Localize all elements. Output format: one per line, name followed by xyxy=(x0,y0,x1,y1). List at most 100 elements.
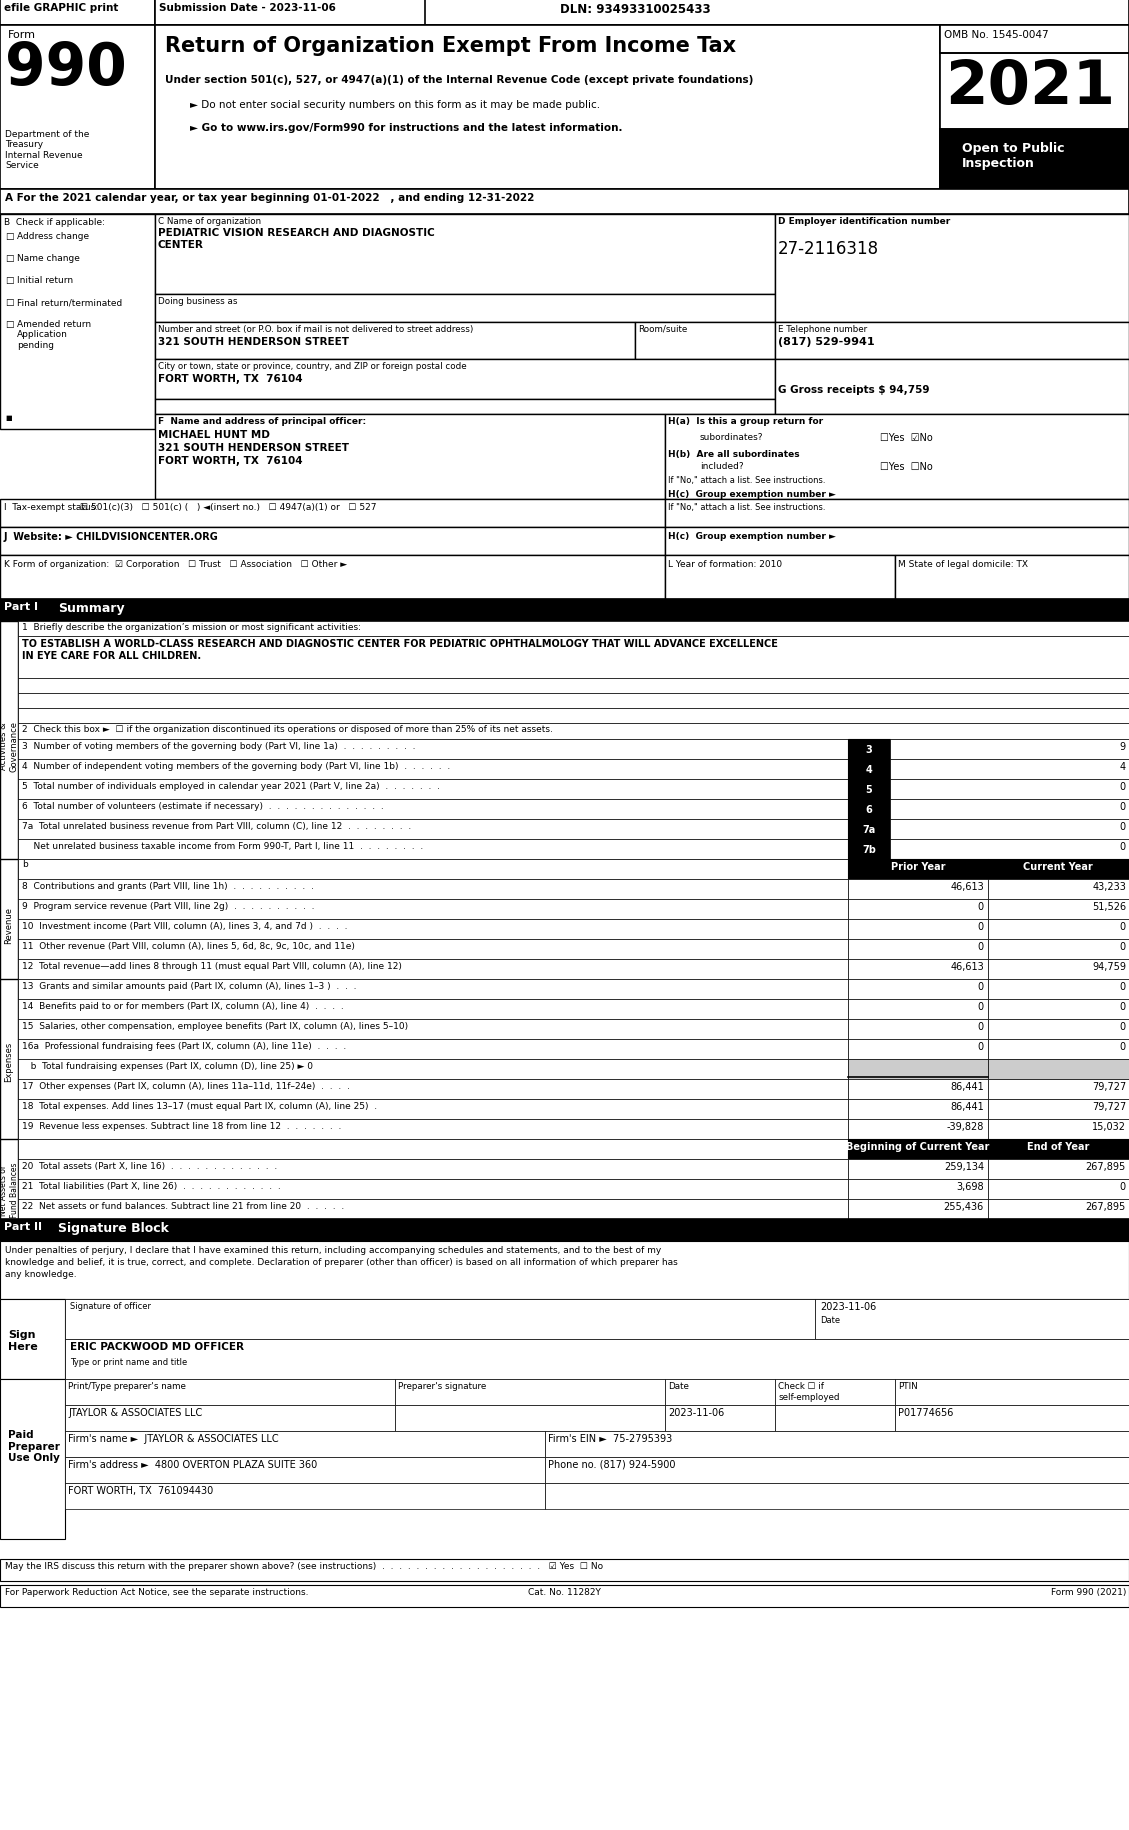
Bar xyxy=(65,1380,395,1405)
Bar xyxy=(18,1179,848,1199)
Text: 15,032: 15,032 xyxy=(1092,1122,1126,1131)
Bar xyxy=(18,900,848,919)
Text: 0: 0 xyxy=(1120,781,1126,792)
Bar xyxy=(988,1199,1129,1219)
Bar xyxy=(848,1120,988,1140)
Text: FORT WORTH, TX  76104: FORT WORTH, TX 76104 xyxy=(158,373,303,384)
Text: 255,436: 255,436 xyxy=(944,1200,984,1211)
Text: J  Website: ► CHILDVISIONCENTER.ORG: J Website: ► CHILDVISIONCENTER.ORG xyxy=(5,533,219,542)
Bar xyxy=(988,1060,1129,1080)
Text: 27-2116318: 27-2116318 xyxy=(778,240,879,258)
Text: 0: 0 xyxy=(1120,1041,1126,1052)
Bar xyxy=(848,919,988,939)
Bar xyxy=(988,939,1129,959)
Bar xyxy=(895,1405,1129,1431)
Text: F  Name and address of principal officer:: F Name and address of principal officer: xyxy=(158,417,366,426)
Text: 79,727: 79,727 xyxy=(1092,1102,1126,1111)
Bar xyxy=(18,999,848,1019)
Text: 0: 0 xyxy=(978,1041,984,1052)
Bar xyxy=(18,759,848,780)
Text: 20  Total assets (Part X, line 16)  .  .  .  .  .  .  .  .  .  .  .  .  .: 20 Total assets (Part X, line 16) . . . … xyxy=(21,1162,278,1171)
Bar xyxy=(0,860,18,990)
Bar xyxy=(665,1405,774,1431)
Bar xyxy=(18,637,1129,679)
Bar xyxy=(155,399,774,415)
Text: 86,441: 86,441 xyxy=(951,1082,984,1091)
Bar xyxy=(65,1299,815,1340)
Text: 79,727: 79,727 xyxy=(1092,1082,1126,1091)
Bar xyxy=(18,622,1129,637)
Text: 4: 4 xyxy=(866,765,873,774)
Text: 16a  Professional fundraising fees (Part IX, column (A), line 11e)  .  .  .  .: 16a Professional fundraising fees (Part … xyxy=(21,1041,347,1050)
Text: ERIC PACKWOOD MD OFFICER: ERIC PACKWOOD MD OFFICER xyxy=(70,1341,244,1351)
Bar xyxy=(0,1299,65,1380)
Bar xyxy=(545,1431,1129,1457)
Text: Date: Date xyxy=(820,1316,840,1325)
Text: P01774656: P01774656 xyxy=(898,1407,953,1416)
Text: FORT WORTH, TX  761094430: FORT WORTH, TX 761094430 xyxy=(68,1486,213,1495)
Text: Form: Form xyxy=(8,29,36,40)
Text: □: □ xyxy=(5,232,14,242)
Text: 321 SOUTH HENDERSON STREET: 321 SOUTH HENDERSON STREET xyxy=(158,443,349,452)
Bar xyxy=(848,820,890,840)
Bar xyxy=(848,979,988,999)
Bar xyxy=(155,214,774,295)
Bar xyxy=(545,1457,1129,1482)
Text: 2023-11-06: 2023-11-06 xyxy=(668,1407,724,1416)
Text: 0: 0 xyxy=(1120,1182,1126,1191)
Bar xyxy=(988,880,1129,900)
Text: For Paperwork Reduction Act Notice, see the separate instructions.: For Paperwork Reduction Act Notice, see … xyxy=(5,1587,308,1596)
Text: 19  Revenue less expenses. Subtract line 18 from line 12  .  .  .  .  .  .  .: 19 Revenue less expenses. Subtract line … xyxy=(21,1122,341,1131)
Text: May the IRS discuss this return with the preparer shown above? (see instructions: May the IRS discuss this return with the… xyxy=(5,1561,603,1570)
Text: 94,759: 94,759 xyxy=(1092,961,1126,972)
Text: 3: 3 xyxy=(866,745,873,754)
Bar xyxy=(848,1160,988,1179)
Text: Type or print name and title: Type or print name and title xyxy=(70,1358,187,1367)
Text: Submission Date - 2023-11-06: Submission Date - 2023-11-06 xyxy=(159,4,335,13)
Bar xyxy=(940,130,1129,190)
Text: self-employed: self-employed xyxy=(778,1393,840,1402)
Text: 0: 0 xyxy=(978,981,984,992)
Text: 0: 0 xyxy=(1120,1021,1126,1032)
Bar xyxy=(18,780,848,800)
Bar xyxy=(988,1160,1129,1179)
Bar xyxy=(848,900,988,919)
Bar xyxy=(848,1060,988,1080)
Bar xyxy=(18,1160,848,1179)
Text: MICHAEL HUNT MD: MICHAEL HUNT MD xyxy=(158,430,270,439)
Text: 0: 0 xyxy=(978,922,984,931)
Text: b  Total fundraising expenses (Part IX, column (D), line 25) ► 0: b Total fundraising expenses (Part IX, c… xyxy=(21,1061,313,1071)
Bar xyxy=(18,840,848,860)
Bar xyxy=(0,1140,18,1239)
Bar xyxy=(0,1380,65,1539)
Bar xyxy=(848,759,890,780)
Bar xyxy=(988,860,1129,880)
Text: 4: 4 xyxy=(1120,761,1126,772)
Bar xyxy=(848,1199,988,1219)
Bar xyxy=(0,1241,1129,1299)
Bar xyxy=(848,1140,988,1160)
Text: 3,698: 3,698 xyxy=(956,1182,984,1191)
Bar xyxy=(848,739,890,759)
Text: OMB No. 1545-0047: OMB No. 1545-0047 xyxy=(944,29,1049,40)
Bar xyxy=(848,1080,988,1100)
Bar xyxy=(848,780,890,800)
Bar xyxy=(895,556,1129,600)
Text: Address change: Address change xyxy=(17,232,89,242)
Bar xyxy=(18,1039,848,1060)
Bar xyxy=(665,527,1129,556)
Text: Net Assets or
Fund Balances: Net Assets or Fund Balances xyxy=(0,1162,19,1217)
Text: 9: 9 xyxy=(1120,741,1126,752)
Text: 7b: 7b xyxy=(863,844,876,855)
Bar xyxy=(988,1019,1129,1039)
Text: H(b)  Are all subordinates: H(b) Are all subordinates xyxy=(668,450,799,459)
Bar xyxy=(940,26,1129,53)
Bar xyxy=(774,1380,895,1405)
Bar xyxy=(665,1380,774,1405)
Text: Amended return
Application
pending: Amended return Application pending xyxy=(17,320,91,350)
Text: ► Do not enter social security numbers on this form as it may be made public.: ► Do not enter social security numbers o… xyxy=(190,101,601,110)
Text: PEDIATRIC VISION RESEARCH AND DIAGNOSTIC
CENTER: PEDIATRIC VISION RESEARCH AND DIAGNOSTIC… xyxy=(158,229,435,249)
Text: 0: 0 xyxy=(978,902,984,911)
Text: Net unrelated business taxable income from Form 990-T, Part I, line 11  .  .  . : Net unrelated business taxable income fr… xyxy=(21,842,423,851)
Text: If "No," attach a list. See instructions.: If "No," attach a list. See instructions… xyxy=(668,503,825,512)
